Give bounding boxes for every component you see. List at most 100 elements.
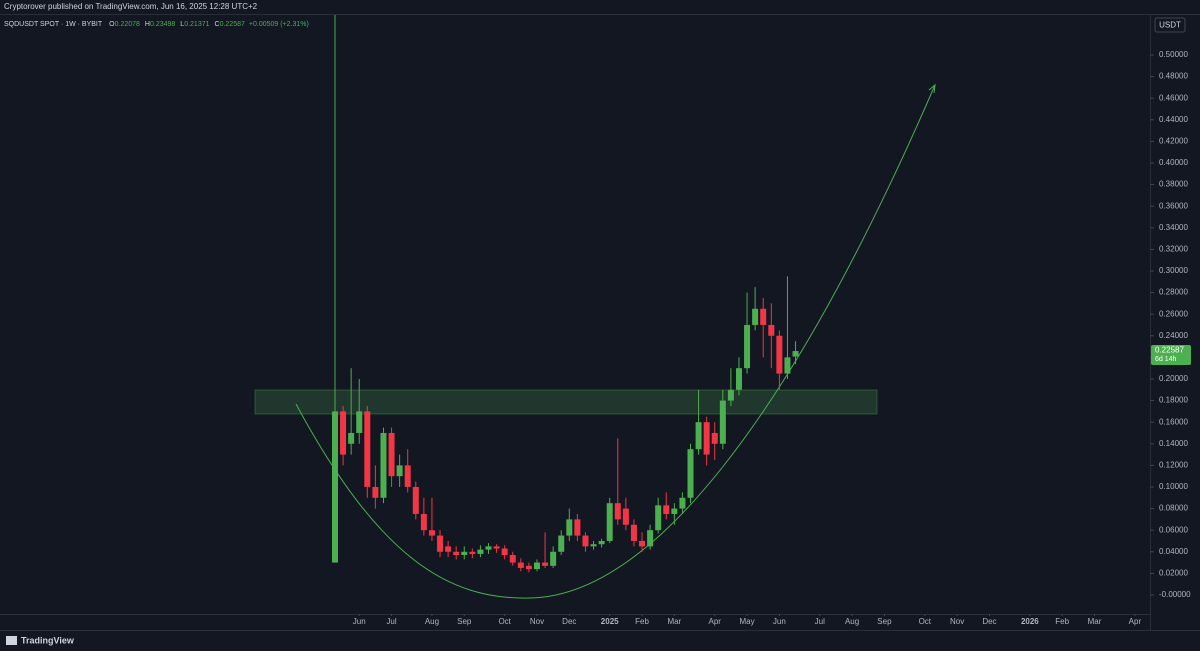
y-tick-label: 0.02000 (1159, 568, 1188, 577)
curve-arrowhead (928, 83, 936, 94)
y-tick-label: 0.34000 (1159, 223, 1188, 232)
x-tick-label: Apr (709, 617, 722, 626)
ohlc-value: 0.21371 (184, 21, 209, 28)
y-tick-label: 0.38000 (1159, 180, 1188, 189)
candle-body (380, 432, 387, 498)
candle-body (331, 411, 338, 563)
brand: TradingView (21, 635, 75, 645)
x-tick-label: May (739, 617, 754, 626)
ohlc-value: 0.23498 (150, 21, 175, 28)
x-tick-label: Oct (498, 617, 511, 626)
candle-body (364, 411, 371, 487)
y-tick-label: 0.36000 (1159, 201, 1188, 210)
candle-body (477, 549, 484, 554)
x-tick-label: 2025 (601, 617, 619, 626)
support-zone (254, 389, 878, 415)
x-tick-label: Aug (845, 617, 859, 626)
y-tick-label: 0.48000 (1159, 72, 1188, 81)
candle-body (372, 486, 379, 498)
candle-body (792, 351, 799, 357)
logo (6, 636, 17, 645)
candle-body (550, 551, 557, 566)
candle-body (493, 546, 500, 549)
x-tick-label: Dec (562, 617, 576, 626)
y-tick-label: 0.10000 (1159, 482, 1188, 491)
y-tick-label: 0.50000 (1159, 50, 1188, 59)
candle-body (671, 508, 678, 514)
y-tick-label: -0.00000 (1159, 590, 1191, 599)
candle-body (517, 562, 524, 568)
x-tick-label: Sep (877, 617, 892, 626)
candle-body (404, 465, 411, 487)
candle-body (542, 562, 549, 566)
x-tick-label: Jun (353, 617, 366, 626)
footer: TradingView (6, 635, 75, 645)
candle-body (428, 530, 435, 536)
y-tick-label: 0.08000 (1159, 504, 1188, 513)
candle-body (533, 562, 540, 570)
candle-body (566, 519, 573, 536)
candle-body (525, 565, 532, 570)
candle-body (647, 530, 654, 547)
candle-body (598, 540, 605, 545)
x-tick-label: Jun (773, 617, 786, 626)
currency: USDT (1159, 21, 1181, 30)
candle-body (469, 551, 476, 554)
y-tick-label: 0.28000 (1159, 288, 1188, 297)
y-tick-label: 0.06000 (1159, 525, 1188, 534)
x-tick-label: Mar (667, 617, 681, 626)
currency-box (1154, 17, 1186, 33)
ohlc-key: C (215, 21, 220, 28)
candle-body (340, 411, 347, 455)
candle-body (614, 503, 621, 520)
x-tick-label: Sep (457, 617, 472, 626)
legend: SQDUSDT SPOT · 1W · BYBIT O0.22078 H0.234… (4, 21, 309, 28)
candle-body (509, 555, 516, 563)
y-tick-label: 0.40000 (1159, 158, 1188, 167)
candle-body (776, 335, 783, 374)
candle-body (752, 308, 759, 325)
candle-body (663, 505, 670, 514)
ohlc-value: 0.22078 (115, 21, 140, 28)
x-tick-label: Feb (1055, 617, 1069, 626)
countdown: 6d 14h (1155, 356, 1177, 363)
candle-body (485, 546, 492, 550)
candle-body (453, 551, 460, 556)
candle-body (574, 519, 581, 536)
x-tick-label: Apr (1129, 617, 1142, 626)
change: +0.00509 (+2.31%) (249, 21, 309, 28)
candle-body (719, 400, 726, 444)
x-tick-label: Feb (635, 617, 649, 626)
ohlc-values: O0.22078 H0.23498 L0.21371 C0.22587 +0.00509… (109, 21, 309, 28)
x-tick-label: Oct (919, 617, 932, 626)
y-tick-label: 0.18000 (1159, 396, 1188, 405)
y-tick-label: 0.42000 (1159, 136, 1188, 145)
cup-curve (295, 84, 936, 599)
candle-body (437, 535, 444, 552)
y-tick-label: 0.44000 (1159, 115, 1188, 124)
candle-body (606, 503, 613, 541)
candle-body (412, 486, 419, 514)
candle-body (501, 548, 508, 556)
candle-body (727, 389, 734, 401)
candle-body (630, 524, 637, 541)
ohlc-key: L (180, 21, 184, 28)
candle-body (558, 535, 565, 552)
candle-body (744, 324, 751, 369)
candle-body (695, 422, 702, 450)
candle-body (703, 422, 710, 455)
candle-body (711, 432, 718, 444)
ohlc-value: 0.22587 (220, 21, 245, 28)
candle-body (348, 432, 355, 444)
publish-note: Cryptorover published on TradingView.com… (4, 2, 258, 11)
last-price: 0.22587 (1155, 346, 1184, 355)
symbol: SQDUSDT SPOT · 1W · BYBIT (4, 21, 103, 28)
candle-body (590, 544, 597, 547)
candle-body (735, 368, 742, 390)
candle-body (639, 540, 646, 547)
last-price-tag (1151, 345, 1191, 366)
candle-body (582, 535, 589, 547)
ohlc-key: O (109, 21, 115, 28)
y-tick-label: 0.14000 (1159, 439, 1188, 448)
